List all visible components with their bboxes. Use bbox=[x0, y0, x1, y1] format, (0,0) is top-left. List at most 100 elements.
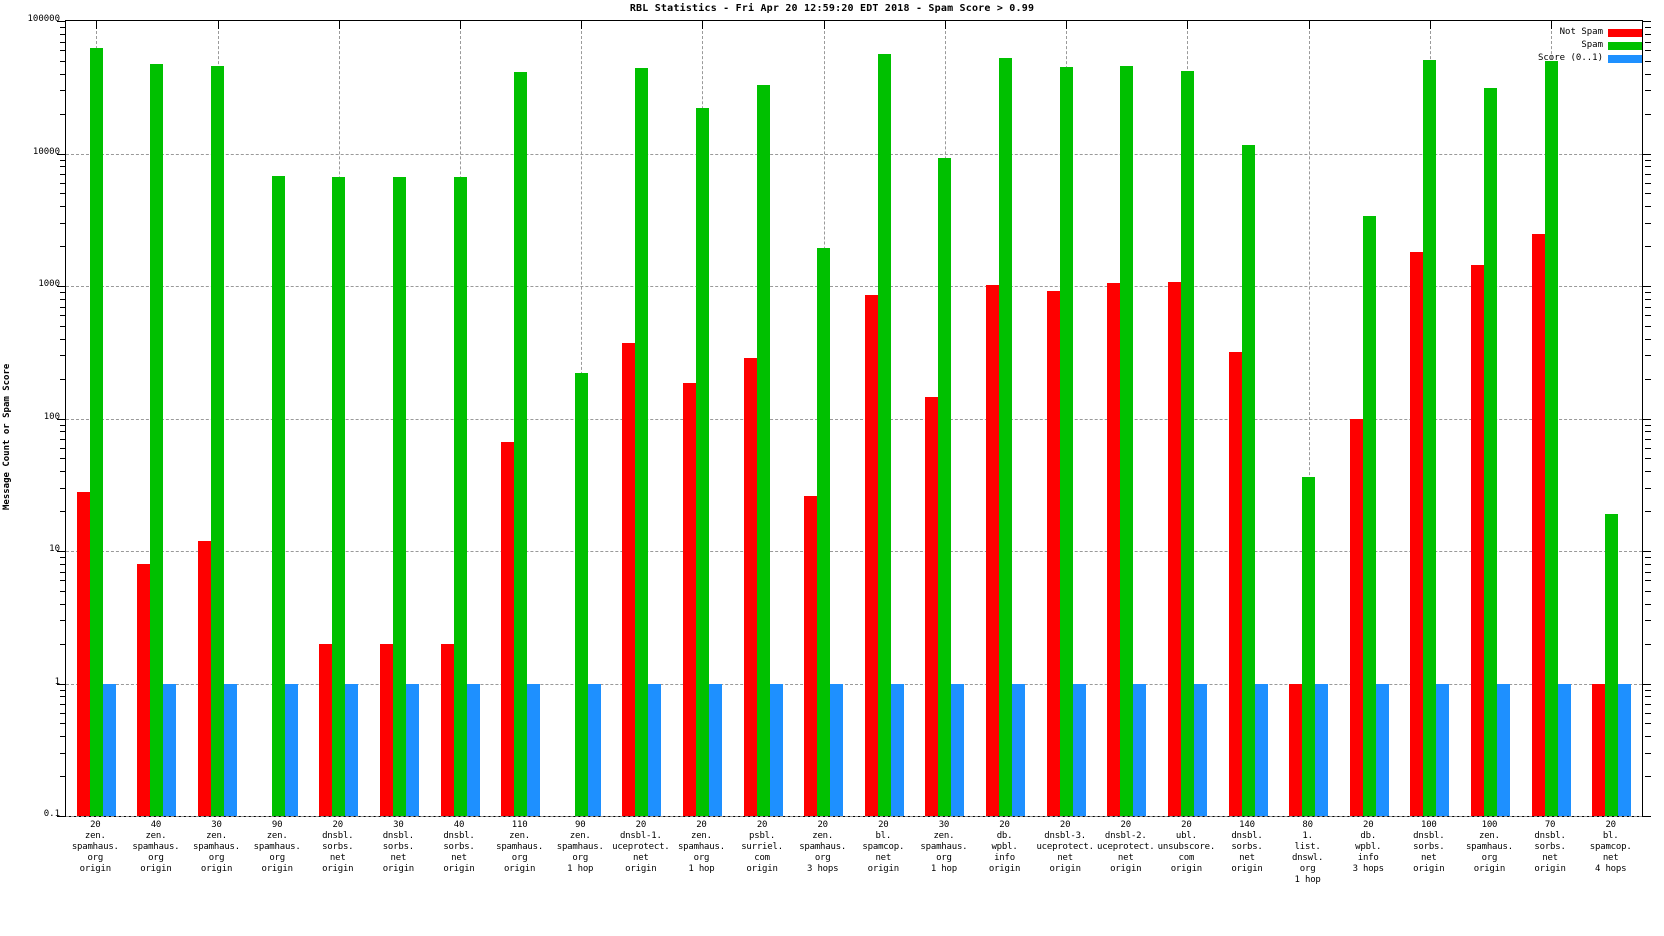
bar-score bbox=[1496, 683, 1510, 816]
y-axis-minor-tick bbox=[60, 571, 66, 573]
y-axis-minor-tick bbox=[1645, 511, 1651, 513]
x-axis-tick bbox=[581, 20, 583, 29]
y-axis-minor-tick bbox=[1645, 182, 1651, 184]
legend-entry: Spam bbox=[1538, 39, 1642, 52]
y-axis-minor-tick bbox=[1645, 590, 1651, 592]
y-axis-minor-tick bbox=[60, 159, 66, 161]
y-axis-label: 100 bbox=[43, 411, 60, 422]
y-axis-minor-tick bbox=[60, 315, 66, 317]
y-gridline bbox=[66, 683, 1642, 685]
bar-score bbox=[1254, 683, 1268, 816]
y-axis-minor-tick bbox=[60, 166, 66, 168]
y-axis-minor-tick bbox=[1645, 471, 1651, 473]
y-axis-minor-tick bbox=[1645, 723, 1651, 725]
legend-label: Spam bbox=[1581, 40, 1603, 50]
y-axis-minor-tick bbox=[60, 378, 66, 380]
y-axis-minor-tick bbox=[1645, 752, 1651, 754]
x-axis-label: 100 dnsbl. sorbs. net origin bbox=[1413, 820, 1445, 874]
x-axis-label: 20 dnsbl-3. uceprotect. net origin bbox=[1036, 820, 1094, 874]
y-axis-minor-tick bbox=[60, 174, 66, 176]
y-axis-minor-tick bbox=[60, 325, 66, 327]
y-axis-label: 100000 bbox=[27, 14, 60, 24]
bar-score bbox=[708, 683, 722, 816]
bar-score bbox=[648, 683, 662, 816]
legend-swatch bbox=[1608, 28, 1642, 37]
y-axis-tick bbox=[57, 286, 66, 287]
bar-spam bbox=[817, 247, 831, 816]
y-axis-tick bbox=[57, 21, 66, 22]
y-axis-label: 0.1 bbox=[43, 809, 60, 819]
bar-score bbox=[1072, 683, 1086, 816]
bar-score bbox=[224, 683, 238, 816]
bar-score bbox=[830, 683, 844, 816]
y-axis-minor-tick bbox=[60, 431, 66, 433]
y-axis-minor-tick bbox=[60, 447, 66, 449]
y-axis-minor-tick bbox=[60, 306, 66, 308]
bar-score bbox=[102, 683, 116, 816]
y-axis-minor-tick bbox=[1645, 424, 1651, 426]
y-axis-tick bbox=[1642, 286, 1651, 287]
y-axis-tick bbox=[1642, 21, 1651, 22]
x-axis-tick bbox=[460, 20, 461, 29]
y-axis-tick bbox=[1642, 153, 1651, 155]
y-axis-minor-tick bbox=[1645, 338, 1651, 340]
y-axis-minor-tick bbox=[1645, 246, 1651, 248]
y-axis-minor-tick bbox=[60, 439, 66, 441]
bar-score bbox=[284, 683, 298, 816]
bar-notspam bbox=[864, 294, 878, 816]
y-axis-minor-tick bbox=[60, 113, 66, 115]
bar-spam bbox=[1120, 65, 1134, 816]
bar-notspam bbox=[1289, 683, 1303, 816]
y-axis-minor-tick bbox=[1645, 355, 1651, 357]
y-axis-minor-tick bbox=[1645, 458, 1651, 460]
x-axis-tick bbox=[1429, 20, 1431, 29]
plot-inner bbox=[57, 20, 1651, 817]
bar-spam bbox=[1483, 88, 1497, 816]
y-axis-minor-tick bbox=[60, 557, 66, 559]
y-axis-minor-tick bbox=[1645, 776, 1651, 778]
bar-spam bbox=[1180, 70, 1194, 816]
bar-notspam bbox=[925, 397, 939, 816]
y-axis-minor-tick bbox=[1645, 712, 1651, 714]
y-axis-minor-tick bbox=[60, 471, 66, 473]
bar-score bbox=[890, 683, 904, 816]
bar-spam bbox=[392, 177, 406, 816]
y-axis-minor-tick bbox=[1645, 603, 1651, 605]
y-axis-minor-tick bbox=[60, 292, 66, 294]
bar-notspam bbox=[379, 643, 393, 816]
y-axis-minor-tick bbox=[60, 689, 66, 691]
y-axis-minor-tick bbox=[60, 33, 66, 35]
x-axis-label: 20 dnsbl-1. uceprotect. net origin bbox=[612, 820, 670, 874]
y-axis-minor-tick bbox=[1645, 73, 1651, 75]
y-axis-minor-tick bbox=[60, 776, 66, 778]
y-axis-minor-tick bbox=[60, 620, 66, 622]
bar-spam bbox=[1605, 514, 1619, 816]
y-axis-minor-tick bbox=[60, 338, 66, 340]
bar-spam bbox=[877, 54, 891, 816]
x-axis-label: 20 bl. spamcop. net origin bbox=[862, 820, 905, 874]
y-axis-label: 10 bbox=[49, 544, 60, 554]
y-axis-tick bbox=[57, 816, 66, 817]
y-axis-minor-tick bbox=[60, 73, 66, 75]
y-axis-minor-tick bbox=[60, 50, 66, 52]
bar-spam bbox=[150, 64, 164, 816]
bar-spam bbox=[635, 68, 649, 816]
y-axis-minor-tick bbox=[1645, 27, 1651, 29]
x-axis-label: 20 dnsbl-2. uceprotect. net origin bbox=[1097, 820, 1155, 874]
y-gridline bbox=[66, 153, 1642, 155]
bar-score bbox=[345, 683, 359, 816]
x-axis-label: 20 db. wpbl. info origin bbox=[988, 820, 1021, 874]
y-axis-minor-tick bbox=[1645, 33, 1651, 35]
x-axis-tick bbox=[1187, 20, 1189, 29]
y-axis-minor-tick bbox=[60, 643, 66, 645]
bar-score bbox=[405, 683, 419, 816]
y-axis-minor-tick bbox=[1645, 159, 1651, 161]
y-axis-minor-tick bbox=[60, 222, 66, 224]
y-axis-minor-tick bbox=[60, 60, 66, 62]
bar-notspam bbox=[743, 358, 757, 816]
x-axis-label: 30 zen. spamhaus. org origin bbox=[193, 820, 240, 874]
x-axis-label: 20 dnsbl. sorbs. net origin bbox=[322, 820, 354, 874]
x-axis-label: 70 dnsbl. sorbs. net origin bbox=[1534, 820, 1566, 874]
y-axis-minor-tick bbox=[1645, 166, 1651, 168]
